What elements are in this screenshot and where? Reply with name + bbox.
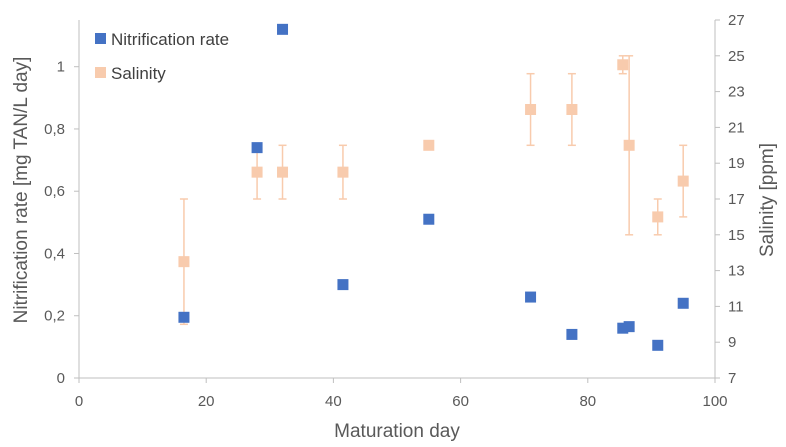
nitrification-rate-point (178, 311, 190, 323)
nitrification-rate-point (677, 297, 689, 309)
nitrification-rate-point (423, 213, 435, 225)
y-left-tick-label: 0 (57, 370, 65, 387)
legend: Nitrification rate Salinity (95, 30, 229, 83)
y-left-tick-labels: 0 0,2 0,4 0,6 0,8 1 (44, 59, 79, 387)
nitrification-rate-point (277, 23, 289, 35)
x-tick-labels: 0 20 40 60 80 100 (75, 378, 728, 410)
legend-marker-salinity (95, 67, 106, 78)
salinity-point (251, 166, 263, 178)
nitrification-rate-point (337, 279, 349, 291)
salinity-point (652, 211, 664, 223)
x-tick-label: 60 (452, 393, 469, 410)
legend-marker-nitrification (95, 33, 106, 44)
salinity-point (617, 59, 629, 71)
x-axis-title: Maturation day (334, 421, 460, 442)
nitrification-rate-point (525, 291, 537, 303)
salinity-point (277, 166, 289, 178)
y-left-tick-label: 0,2 (44, 308, 65, 325)
y-left-tick-label: 1 (57, 59, 65, 76)
salinity-point (337, 166, 349, 178)
y-right-tick-label: 17 (728, 191, 745, 208)
y-right-tick-label: 27 (728, 12, 745, 29)
y-right-tick-label: 23 (728, 84, 745, 101)
y-right-tick-label: 13 (728, 263, 745, 280)
y-right-tick-label: 11 (728, 298, 744, 315)
x-tick-label: 0 (75, 393, 83, 410)
salinity-point (178, 256, 190, 268)
y-right-axis-title: Salinity [ppm] (757, 143, 778, 257)
y-left-tick-label: 0,8 (44, 121, 65, 138)
x-tick-label: 80 (579, 393, 596, 410)
y-right-tick-label: 21 (728, 119, 745, 136)
x-tick-label: 100 (702, 393, 727, 410)
y-left-tick-label: 0,4 (44, 245, 65, 262)
y-left-tick-label: 0,6 (44, 183, 65, 200)
salinity-point (623, 139, 635, 151)
salinity-point (566, 104, 578, 115)
x-tick-label: 40 (325, 393, 342, 410)
y-right-tick-label: 19 (728, 155, 745, 172)
nitrification-rate-point (623, 321, 635, 333)
y-right-tick-label: 25 (728, 48, 745, 65)
salinity-point (677, 175, 689, 187)
nitrification-rate-point (617, 322, 629, 334)
y-right-tick-labels: 7 9 11 13 15 17 19 21 23 25 27 (715, 12, 745, 387)
nitrification-rate-point (652, 339, 664, 351)
nitrification-rate-point (566, 328, 578, 340)
salinity-point (423, 139, 435, 151)
y-left-axis-title: Nitrification rate [mg TAN/L day] (11, 57, 32, 324)
salinity-point (525, 104, 537, 115)
y-right-tick-label: 9 (728, 334, 736, 351)
data-points (178, 23, 689, 351)
legend-label-salinity: Salinity (111, 64, 166, 83)
x-tick-label: 20 (198, 393, 215, 410)
nitrification-rate-point (251, 142, 263, 154)
salinity-error-bars (179, 55, 688, 326)
y-right-tick-label: 7 (728, 370, 736, 387)
legend-label-nitrification: Nitrification rate (111, 30, 229, 49)
y-right-tick-label: 15 (728, 227, 745, 244)
